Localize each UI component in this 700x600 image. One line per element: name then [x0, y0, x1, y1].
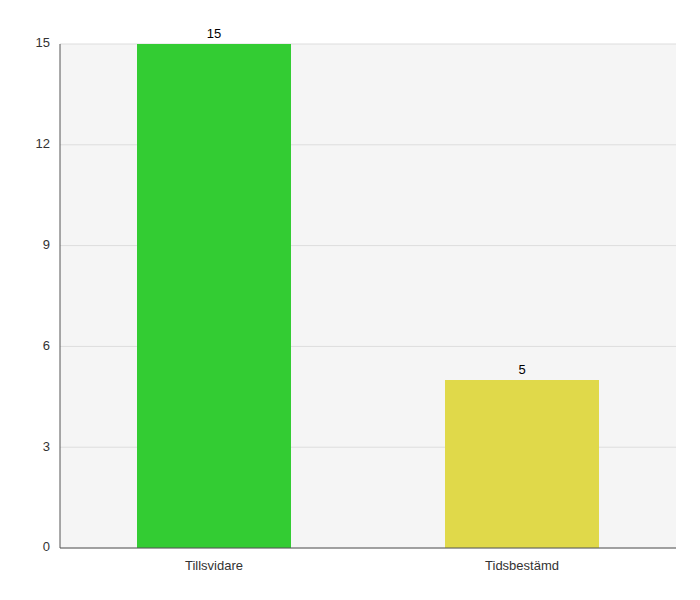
chart-container: 0 3 6 9 12 15 15 5 Tillsvidare Tidsbestämd	[0, 0, 700, 600]
y-tick-label: 6	[43, 338, 50, 353]
y-tick-label: 9	[43, 237, 50, 252]
chart-svg: 0 3 6 9 12 15 15 5 Tillsvidare Tidsbestämd	[0, 0, 700, 600]
bars	[137, 44, 599, 548]
x-tick-label: Tillsvidare	[185, 558, 243, 573]
x-ticks: Tillsvidare Tidsbestämd	[185, 558, 559, 573]
data-label: 5	[518, 362, 525, 377]
y-tick-label: 0	[43, 539, 50, 554]
data-labels: 15 5	[207, 26, 526, 377]
y-tick-label: 3	[43, 439, 50, 454]
y-tick-label: 15	[36, 35, 50, 50]
x-tick-label: Tidsbestämd	[485, 558, 559, 573]
data-label: 15	[207, 26, 221, 41]
grid	[60, 44, 676, 548]
y-axis-line	[60, 44, 61, 548]
y-tick-label: 12	[36, 136, 50, 151]
bar	[445, 380, 599, 548]
plot-area	[60, 44, 676, 548]
x-axis-line	[60, 548, 676, 549]
y-ticks: 0 3 6 9 12 15	[36, 35, 50, 554]
grid-line	[60, 548, 676, 549]
bar	[137, 44, 291, 548]
